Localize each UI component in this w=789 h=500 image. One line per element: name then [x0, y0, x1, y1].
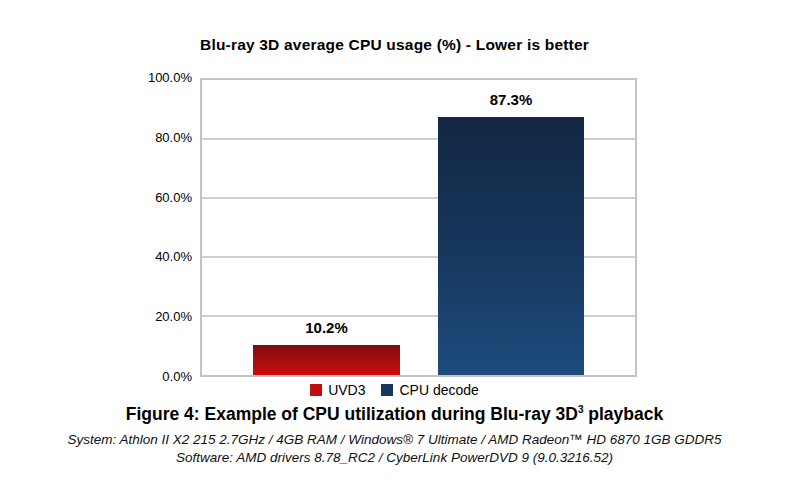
legend-item-uvd3: UVD3 — [310, 382, 365, 398]
y-axis-tick-label: 40.0% — [155, 249, 192, 265]
software-spec-line: Software: AMD drivers 8.78_RC2 / CyberLi… — [0, 450, 789, 465]
figure-caption: Figure 4: Example of CPU utilization dur… — [0, 404, 789, 425]
y-axis-tick-label: 80.0% — [155, 130, 192, 146]
y-axis-tick-label: 20.0% — [155, 309, 192, 325]
legend-label-uvd3: UVD3 — [328, 382, 365, 398]
bar-value-label-uvd3: 10.2% — [305, 319, 348, 336]
bar-value-label-cpu-decode: 87.3% — [490, 91, 533, 108]
legend-item-cpu-decode: CPU decode — [381, 382, 478, 398]
legend-label-cpu-decode: CPU decode — [399, 382, 478, 398]
bar-uvd3 — [253, 345, 400, 375]
y-axis-tick-label: 60.0% — [155, 190, 192, 206]
chart-title: Blu-ray 3D average CPU usage (%) - Lower… — [0, 36, 789, 54]
figure-caption-text: Figure 4: Example of CPU utilization dur… — [126, 404, 578, 424]
bar-column-uvd3: 10.2% — [253, 80, 400, 375]
y-axis-tick-label: 100.0% — [148, 70, 192, 86]
bar-column-cpu-decode: 87.3% — [438, 80, 584, 375]
figure-4-cpu-usage-chart: Blu-ray 3D average CPU usage (%) - Lower… — [0, 0, 789, 500]
figure-caption-text-after: playback — [583, 404, 663, 424]
system-spec-line: System: Athlon II X2 215 2.7GHz / 4GB RA… — [0, 432, 789, 447]
legend-swatch-uvd3 — [310, 384, 322, 396]
chart-legend: UVD3 CPU decode — [0, 382, 789, 398]
plot-area: 10.2% 87.3% — [200, 78, 637, 377]
legend-swatch-cpu-decode — [381, 384, 393, 396]
bar-cpu-decode — [438, 117, 584, 375]
y-axis: 100.0% 80.0% 60.0% 40.0% 20.0% 0.0% — [100, 78, 192, 377]
